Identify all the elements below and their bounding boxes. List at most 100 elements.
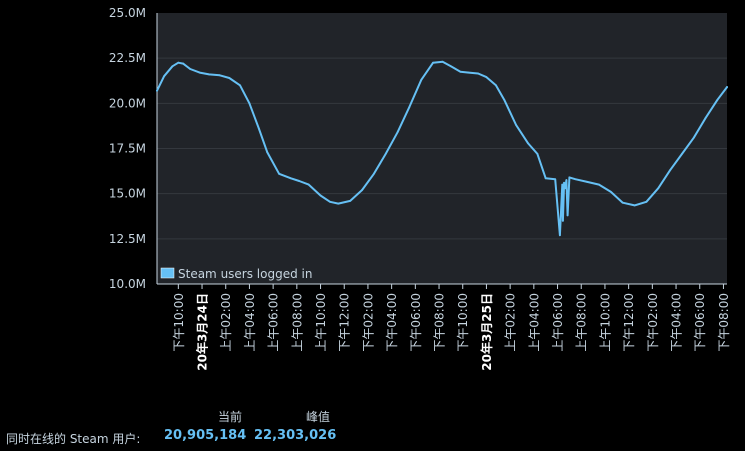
y-tick-label: 22.5M [109,51,146,65]
data-point [319,194,322,197]
y-tick-label: 17.5M [109,142,146,156]
data-point [495,84,497,87]
data-point [156,89,158,92]
x-tick-label: 上午10:00 [598,293,612,352]
chart-area: 10.0M 12.5M 15.0M 17.5M 20.0M 22.5M 25.0M 下午10:… [109,6,731,371]
y-tick-label: 10.0M [109,277,146,291]
data-point [182,62,184,65]
x-tick-label: 下午04:00 [385,293,399,352]
data-point [189,68,192,70]
stats-panel: 当前 峰值 同时在线的 Steam 用户: 20,905,184 22,303,… [0,400,745,451]
data-point [563,181,565,184]
data-point [307,183,310,186]
data-point [361,189,363,191]
data-point [716,98,719,101]
data-point [598,183,600,186]
y-tick-label: 25.0M [109,6,146,20]
data-point [329,200,331,203]
data-point [536,153,539,155]
data-point [726,86,728,88]
steam-users-line-chart: 10.0M 12.5M 15.0M 17.5M 20.0M 22.5M 25.0M 下午10:… [109,6,731,371]
series-line [156,60,728,237]
data-point [258,127,260,130]
data-point [372,172,375,175]
data-point [568,176,571,179]
x-tick-label: 上午02:00 [504,293,518,352]
x-tick-label: 上午04:00 [243,293,257,352]
data-point [566,214,569,217]
data-point [692,136,695,139]
data-point [467,71,470,74]
data-point [515,124,517,126]
data-point [565,179,568,182]
data-point [171,65,174,68]
x-tick-label: 下午04:00 [670,293,684,352]
peak-header: 峰值 [306,410,331,424]
data-point [503,98,506,101]
data-point [198,71,201,74]
data-point [177,61,180,64]
data-point [574,178,577,181]
current-users-value: 20,905,184 [164,428,247,443]
data-point [561,183,564,186]
data-point [248,102,251,105]
data-point [239,84,241,87]
legend-label: Steam users logged in [178,267,312,281]
data-point [669,169,672,172]
data-point [396,131,399,134]
x-tick-label: 下午10:00 [456,293,470,352]
data-point [441,60,444,63]
data-point [420,78,423,81]
y-tick-label: 15.0M [109,187,146,201]
data-point [621,201,624,204]
x-tick-label: 上午10:00 [314,293,328,352]
data-point [290,177,292,180]
data-point [586,181,589,183]
data-point [278,172,280,175]
peak-users-value: 22,303,026 [254,428,337,443]
data-point [564,187,567,190]
x-tick-label: 下午08:00 [433,293,447,352]
data-point [218,74,221,77]
data-point [609,190,612,193]
x-tick-label: 上午08:00 [290,293,304,352]
x-tick-label: 下午02:00 [646,293,660,352]
data-point [228,77,231,79]
y-tick-label: 20.0M [109,96,146,110]
data-point [485,76,488,79]
x-tick-label: 下午10:00 [172,293,186,352]
data-point [559,234,561,237]
y-tick-label: 12.5M [109,232,146,246]
data-point [704,116,707,119]
x-tick-label: 下午08:00 [717,293,731,352]
data-point [163,75,166,78]
x-tick-label: 上午06:00 [551,293,565,352]
concurrent-users-label: 同时在线的 Steam 用户: [6,432,141,446]
data-point [561,219,564,222]
data-point [645,200,648,203]
x-tick-label: 上午04:00 [527,293,541,352]
data-point [432,61,435,64]
x-tick-label: 下午02:00 [361,293,375,352]
x-tick-label: 上午02:00 [219,293,233,352]
data-point [208,73,211,76]
data-point [633,204,636,207]
data-point [408,106,411,108]
data-point [554,178,557,181]
data-point [459,70,462,73]
x-tick-label: 20年3月25日 [479,293,494,371]
legend-swatch [160,267,175,279]
x-tick-label: 下午06:00 [693,293,707,352]
data-point [527,142,529,144]
x-tick-label: 上午08:00 [575,293,589,352]
data-point [266,151,269,154]
x-tick-label: 下午12:00 [622,293,636,352]
x-tick-label: 20年3月24日 [195,293,210,371]
data-point [477,72,480,75]
data-point [337,202,340,205]
x-tick-label: 下午06:00 [409,293,423,352]
data-point [544,177,547,180]
data-point [349,199,352,202]
x-tick-label: 上午06:00 [267,293,281,352]
data-point [657,187,660,190]
